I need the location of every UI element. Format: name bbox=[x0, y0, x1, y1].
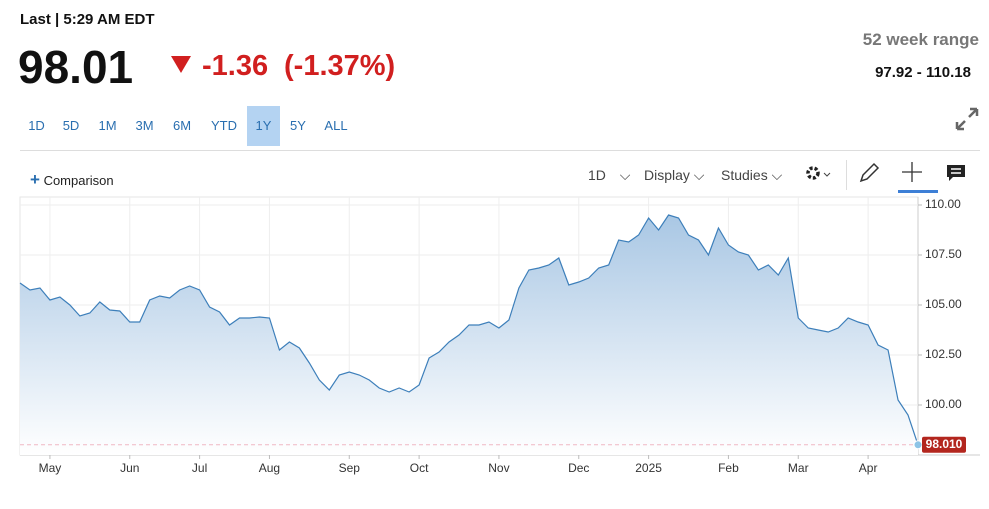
y-tick-label: 102.50 bbox=[925, 347, 962, 361]
interval-label: 1D bbox=[588, 167, 606, 183]
area bbox=[20, 215, 918, 455]
period-button[interactable]: 3M bbox=[135, 118, 154, 133]
comparison-label: Comparison bbox=[43, 173, 114, 188]
x-tick-label: Jul bbox=[192, 461, 207, 475]
x-tick-label: Feb bbox=[718, 461, 739, 475]
studies-label: Studies bbox=[721, 167, 768, 183]
down-arrow bbox=[171, 56, 191, 73]
comment-icon[interactable] bbox=[946, 164, 966, 182]
price: 98.01 bbox=[18, 41, 134, 93]
last-label: Last | 5:29 AM EDT bbox=[20, 11, 155, 28]
y-tick-label: 105.00 bbox=[925, 297, 962, 311]
x-tick-label: Sep bbox=[339, 461, 361, 475]
studies-button[interactable]: Studies ⌵ bbox=[721, 167, 783, 183]
x-tick-label: Apr bbox=[859, 461, 878, 475]
price-line bbox=[19, 214, 919, 445]
expand-icon[interactable] bbox=[954, 106, 980, 132]
period-button[interactable]: 6M bbox=[172, 118, 192, 133]
y-tick-label: 107.50 bbox=[925, 247, 962, 261]
settings-icon[interactable] bbox=[804, 164, 834, 184]
period-button[interactable]: YTD bbox=[211, 118, 237, 133]
x-tick-label: Aug bbox=[259, 461, 280, 475]
period-button[interactable]: ALL bbox=[324, 118, 348, 133]
last-price-dot bbox=[913, 440, 923, 450]
period-button[interactable]: 1Y bbox=[247, 106, 280, 146]
period-button[interactable]: 1M bbox=[98, 118, 117, 133]
x-tick-label: Mar bbox=[788, 461, 809, 475]
last-price-tag bbox=[922, 436, 966, 453]
x-tick-label: 2025 bbox=[635, 461, 662, 475]
change-pct: (-1.37%) bbox=[284, 50, 396, 82]
display-label: Display bbox=[644, 167, 690, 183]
period-button[interactable]: 1D bbox=[28, 118, 45, 133]
y-tick-label: 100.00 bbox=[925, 397, 962, 411]
divider bbox=[20, 150, 980, 151]
x-tick-label: May bbox=[39, 461, 62, 475]
range-title: 52 week range bbox=[862, 30, 979, 49]
draw-icon[interactable] bbox=[858, 162, 880, 184]
y-tick-label: 110.00 bbox=[925, 197, 961, 211]
period-button[interactable]: 5D bbox=[62, 118, 80, 133]
crosshair-icon[interactable] bbox=[898, 160, 938, 194]
change: -1.36 bbox=[202, 50, 269, 82]
x-tick-label: Oct bbox=[410, 461, 429, 475]
range: 97.92 - 110.18 bbox=[875, 64, 971, 81]
display-button[interactable]: Display ⌵ bbox=[644, 167, 705, 183]
x-tick-label: Dec bbox=[568, 461, 589, 475]
separator bbox=[846, 160, 847, 190]
comparison-button[interactable]: + Comparison bbox=[30, 170, 114, 189]
last-price-label: 98.010 bbox=[926, 437, 963, 451]
x-tick-label: Nov bbox=[488, 461, 509, 475]
period-button[interactable]: 5Y bbox=[290, 118, 306, 133]
x-tick-label: Jun bbox=[120, 461, 139, 475]
interval-button[interactable]: 1D ⌵ bbox=[588, 167, 631, 183]
